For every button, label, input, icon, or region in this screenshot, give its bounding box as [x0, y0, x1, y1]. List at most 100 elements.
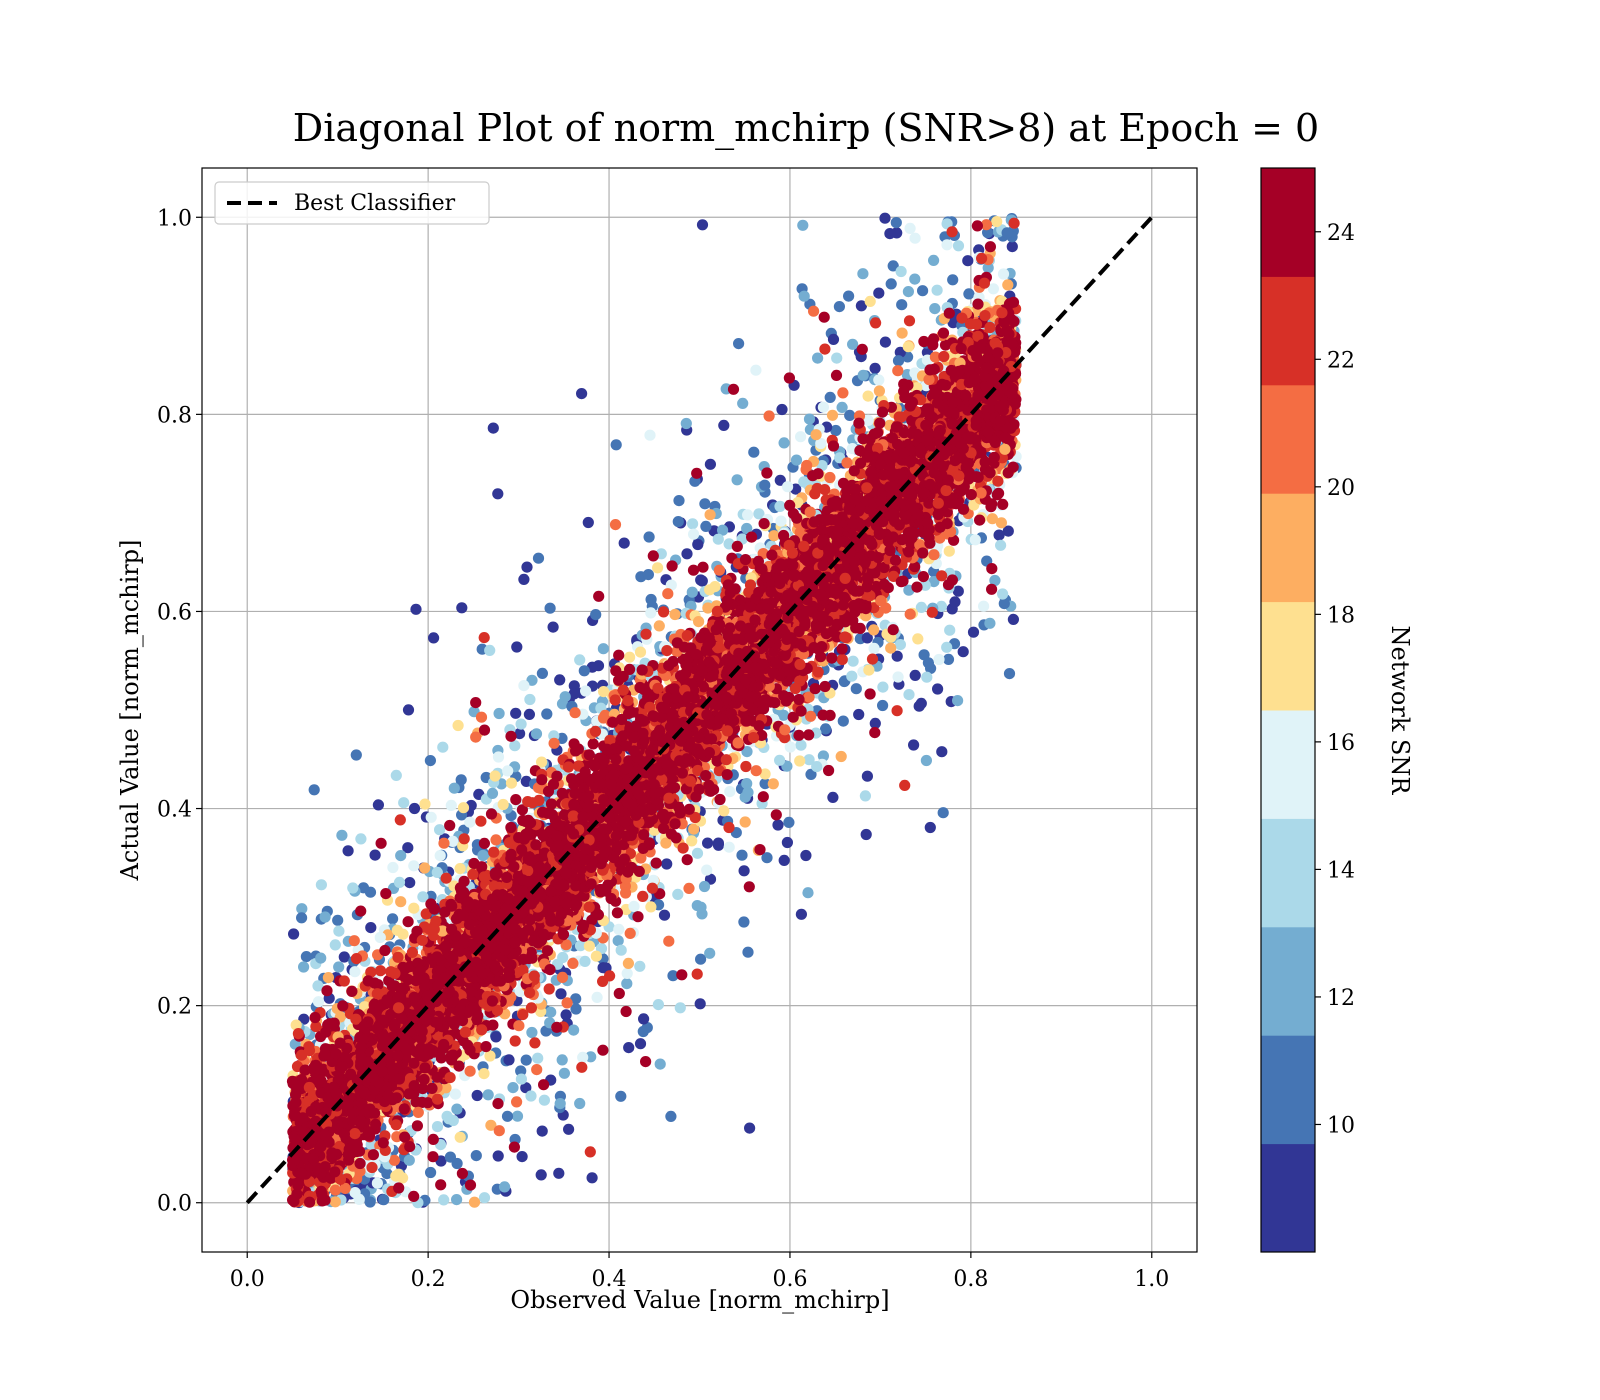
scatter-point	[518, 573, 530, 586]
scatter-point	[837, 387, 849, 399]
scatter-point	[938, 350, 950, 363]
scatter-point	[419, 862, 431, 874]
scatter-point	[457, 802, 470, 814]
scatter-point	[995, 539, 1007, 551]
scatter-point	[944, 624, 956, 636]
scatter-point	[803, 729, 815, 741]
scatter-point	[962, 255, 974, 267]
scatter-point	[704, 458, 717, 470]
scatter-point	[843, 290, 855, 302]
scatter-point	[515, 1073, 528, 1085]
scatter-point	[997, 268, 1010, 280]
scatter-point	[856, 343, 868, 355]
scatter-point	[742, 946, 754, 958]
scatter-point	[456, 602, 468, 614]
scatter-point	[978, 600, 990, 612]
scatter-point	[817, 750, 830, 762]
scatter-point	[896, 299, 908, 311]
scatter-point	[817, 401, 830, 413]
scatter-point	[347, 882, 359, 894]
scatter-point	[681, 548, 693, 560]
scatter-point	[638, 1013, 650, 1025]
scatter-point	[369, 849, 381, 861]
scatter-point	[538, 1094, 551, 1106]
scatter-point	[909, 669, 921, 682]
scatter-point	[929, 303, 941, 315]
scatter-point	[628, 900, 640, 913]
scatter-point	[885, 278, 897, 290]
scatter-point	[759, 479, 771, 491]
scatter-point	[738, 916, 750, 928]
scatter-point	[652, 562, 664, 574]
scatter-point	[509, 740, 521, 752]
scatter-point	[395, 850, 407, 862]
scatter-point	[795, 431, 807, 443]
scatter-point	[568, 680, 580, 692]
scatter-point	[357, 882, 370, 894]
scatter-point	[815, 437, 827, 450]
scatter-point	[641, 1022, 653, 1034]
scatter-point	[597, 1044, 609, 1056]
scatter-point	[860, 828, 872, 841]
scatter-point	[805, 768, 817, 781]
scatter-point	[541, 945, 554, 957]
scatter-point	[493, 1125, 505, 1137]
scatter-point	[622, 957, 635, 970]
scatter-point	[569, 707, 581, 719]
scatter-point	[969, 534, 981, 546]
scatter-point	[837, 715, 849, 727]
scatter-point	[894, 346, 906, 358]
scatter-point	[296, 912, 308, 924]
scatter-point	[946, 226, 958, 238]
scatter-point	[584, 1146, 596, 1158]
scatter-point	[536, 1125, 548, 1137]
scatter-point	[503, 1054, 515, 1066]
scatter-point	[1003, 668, 1016, 680]
scatter-point	[869, 362, 881, 374]
scatter-point	[741, 778, 753, 790]
scatter-point	[355, 833, 367, 845]
scatter-point	[903, 689, 915, 701]
scatter-point	[982, 262, 994, 274]
scatter-point	[857, 268, 869, 280]
scatter-point	[824, 471, 836, 484]
scatter-point	[395, 896, 407, 908]
scatter-point	[784, 741, 796, 753]
scatter-point	[1002, 279, 1014, 291]
scatter-point	[908, 739, 920, 751]
scatter-point	[371, 1177, 383, 1189]
scatter-point	[808, 305, 820, 317]
scatter-point	[891, 650, 903, 662]
scatter-point	[578, 665, 590, 677]
scatter-point	[579, 955, 591, 968]
scatter-point	[698, 880, 711, 893]
scatter-point	[820, 723, 832, 735]
scatter-point	[510, 707, 522, 719]
scatter-point	[445, 799, 457, 812]
scatter-point	[836, 401, 848, 413]
scatter-point	[800, 849, 812, 862]
scatter-point	[972, 298, 984, 310]
scatter-point	[920, 754, 933, 767]
scatter-point	[794, 755, 806, 767]
scatter-point	[896, 327, 908, 339]
scatter-point	[492, 488, 504, 500]
scatter-point	[475, 711, 488, 723]
scatter-point	[704, 947, 716, 959]
scatter-point	[890, 217, 902, 229]
scatter-point	[949, 596, 961, 608]
scatter-point	[863, 664, 875, 676]
scatter-point	[397, 928, 409, 940]
scatter-point	[378, 1194, 390, 1206]
scatter-point	[989, 574, 1001, 587]
scatter-point	[733, 338, 745, 350]
scatter-point	[634, 1038, 647, 1050]
scatter-point	[672, 516, 684, 528]
scatter-point	[992, 475, 1004, 487]
scatter-point	[917, 285, 929, 297]
scatter-point	[691, 968, 703, 980]
scatter-point	[561, 997, 573, 1009]
scatter-point	[835, 750, 847, 763]
scatter-point	[700, 520, 712, 533]
scatter-point	[349, 966, 361, 978]
